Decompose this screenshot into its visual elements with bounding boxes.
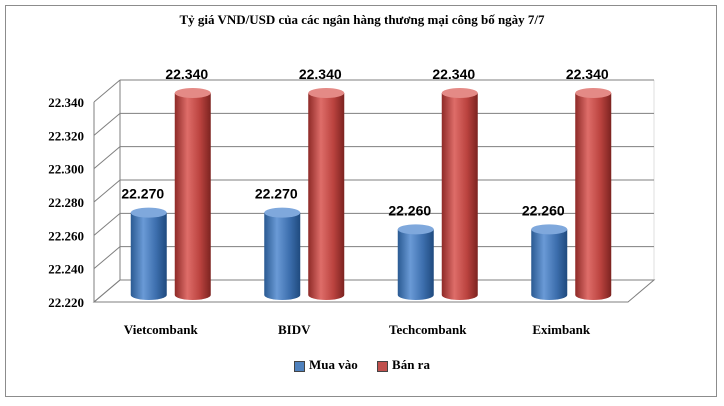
data-label-mua-v-o-bidv: 22.270 [255, 186, 298, 202]
bar-top-mua-v-o-techcombank [397, 224, 434, 235]
y-tick-label: 22.240 [48, 262, 84, 277]
y-tick-label: 22.220 [48, 295, 84, 310]
data-label-b-n-ra-techcombank: 22.340 [432, 66, 475, 82]
data-label-b-n-ra-bidv: 22.340 [299, 66, 342, 82]
bar-top-mua-v-o-vietcombank [130, 207, 167, 218]
legend-item-ban-ra: Bán ra [377, 357, 430, 373]
bar-b-n-ra-vietcombank [174, 93, 211, 300]
bar-top-b-n-ra-eximbank [575, 88, 612, 98]
data-label-mua-v-o-eximbank: 22.260 [522, 202, 565, 218]
bar-top-b-n-ra-bidv [308, 88, 345, 98]
x-tick-label-vietcombank: Vietcombank [124, 322, 199, 337]
gridline-side [93, 79, 121, 103]
bar-mua-v-o-vietcombank [130, 212, 167, 300]
data-label-b-n-ra-vietcombank: 22.340 [165, 66, 208, 82]
bar-mua-v-o-techcombank [397, 229, 434, 300]
bar-top-b-n-ra-vietcombank [174, 88, 211, 98]
gridline-side [93, 112, 121, 136]
y-tick-label: 22.280 [48, 195, 84, 210]
legend-item-mua-vao: Mua vào [294, 357, 358, 373]
gridline-side [93, 179, 121, 203]
y-tick-label: 22.340 [48, 95, 84, 110]
y-tick-label: 22.320 [48, 128, 84, 143]
bar-b-n-ra-techcombank [441, 93, 478, 300]
y-tick-label: 22.260 [48, 228, 84, 243]
gridline-side [93, 146, 121, 170]
x-tick-label-eximbank: Eximbank [532, 322, 591, 337]
legend-label-mua-vao: Mua vào [309, 357, 358, 373]
y-tick-label: 22.300 [48, 162, 84, 177]
chart-title: Tỷ giá VND/USD của các ngân hàng thương … [179, 12, 545, 27]
bar-b-n-ra-eximbank [575, 93, 612, 300]
bar-mua-v-o-eximbank [531, 229, 568, 300]
bar-top-mua-v-o-eximbank [531, 224, 568, 235]
gridline-side [93, 212, 121, 236]
floor [92, 279, 656, 303]
bar-b-n-ra-bidv [308, 93, 345, 300]
data-label-mua-v-o-techcombank: 22.260 [388, 202, 431, 218]
legend: Mua vào Bán ra [0, 356, 724, 373]
bar-top-b-n-ra-techcombank [441, 88, 478, 98]
data-label-mua-v-o-vietcombank: 22.270 [121, 186, 164, 202]
data-label-b-n-ra-eximbank: 22.340 [566, 66, 609, 82]
legend-label-ban-ra: Bán ra [392, 357, 430, 373]
legend-swatch-ban-ra [377, 360, 389, 372]
x-tick-label-bidv: BIDV [278, 322, 311, 337]
legend-swatch-mua-vao [294, 360, 306, 372]
x-tick-label-techcombank: Techcombank [389, 322, 467, 337]
bar-mua-v-o-bidv [264, 212, 301, 300]
bar-top-mua-v-o-bidv [264, 207, 301, 218]
gridline-side [93, 246, 121, 270]
